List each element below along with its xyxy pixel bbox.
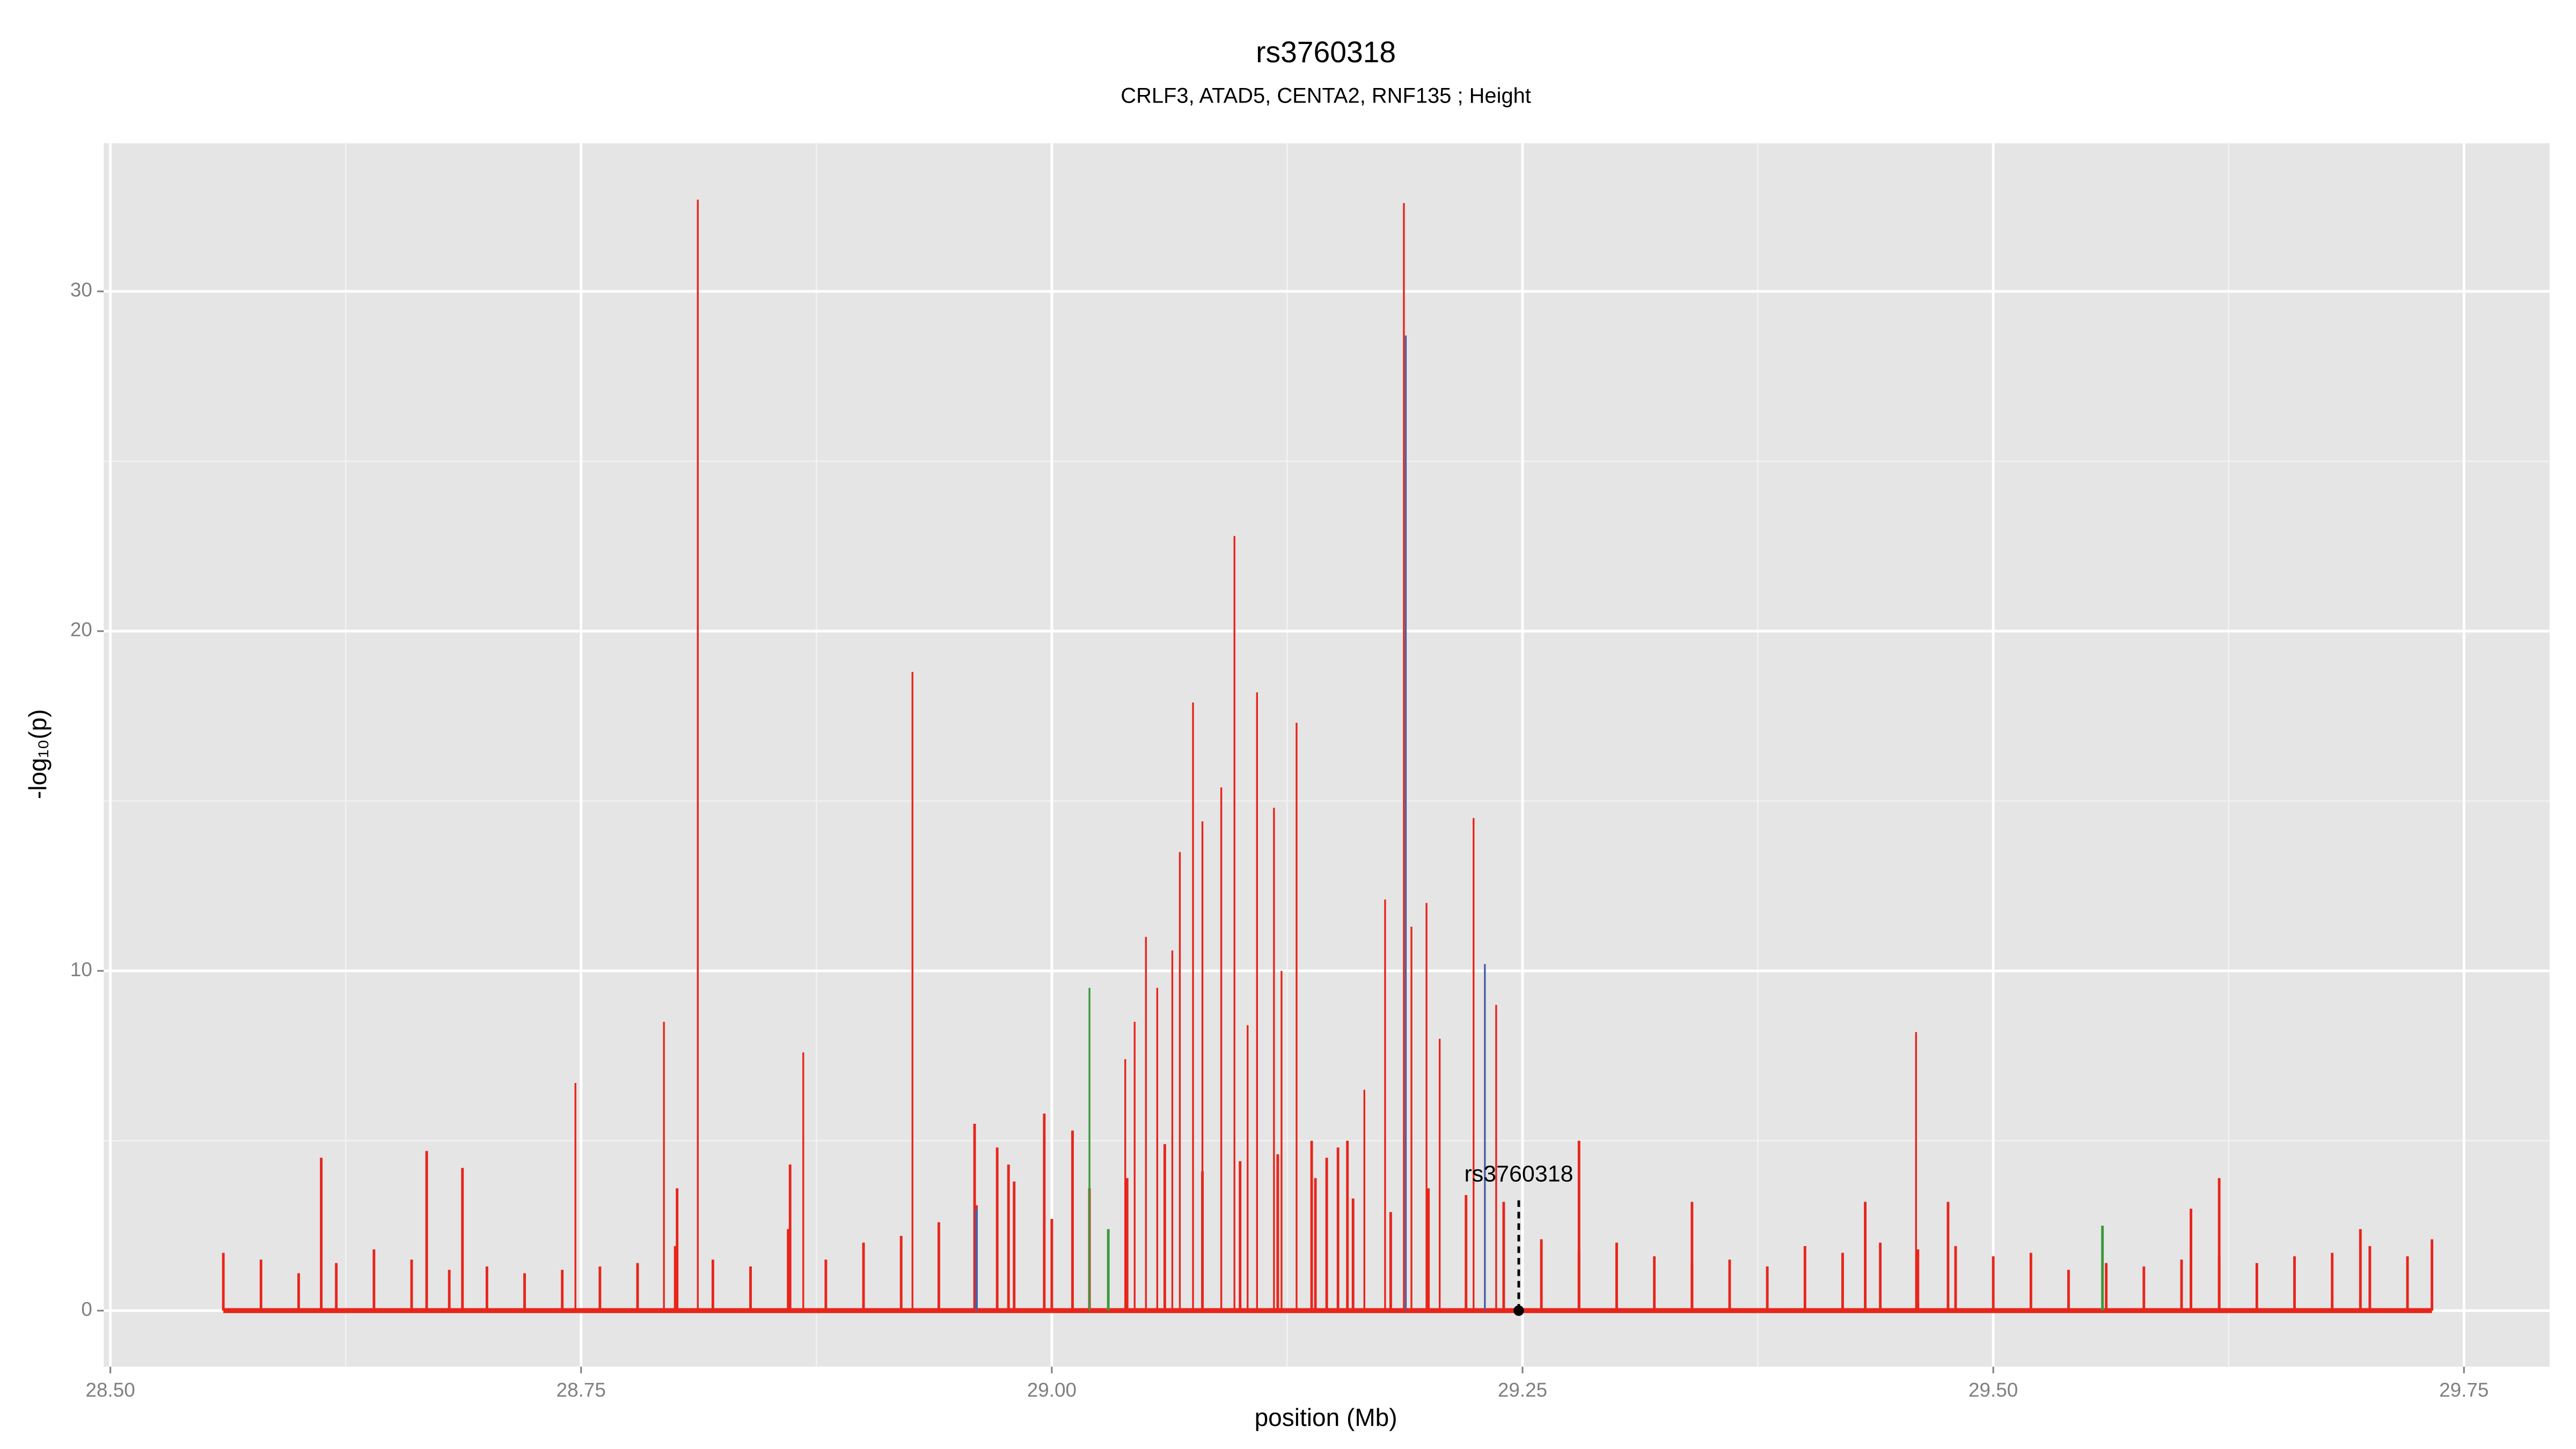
x-tick-label: 29.75 — [2439, 1379, 2489, 1401]
x-tick-label: 28.50 — [86, 1379, 135, 1401]
x-axis-label: position (Mb) — [1255, 1403, 1397, 1431]
x-tick-label: 29.00 — [1027, 1379, 1077, 1401]
x-tick-label: 29.50 — [1968, 1379, 2018, 1401]
marks: rs3760318 — [222, 200, 2434, 1316]
chart-title: rs3760318 — [1256, 35, 1396, 69]
y-axis-label: -log₁₀(p) — [24, 709, 52, 799]
annotation-label: rs3760318 — [1464, 1161, 1573, 1187]
y-tick-label: 30 — [70, 279, 92, 301]
y-tick-label: 0 — [81, 1298, 92, 1320]
chart-subtitle: CRLF3, ATAD5, CENTA2, RNF135 ; Height — [1121, 84, 1531, 108]
annotation-point — [1513, 1305, 1524, 1316]
x-tick-label: 29.25 — [1498, 1379, 1547, 1401]
y-tick-label: 20 — [70, 619, 92, 641]
y-tick-label: 10 — [70, 958, 92, 980]
x-tick-label: 28.75 — [557, 1379, 606, 1401]
